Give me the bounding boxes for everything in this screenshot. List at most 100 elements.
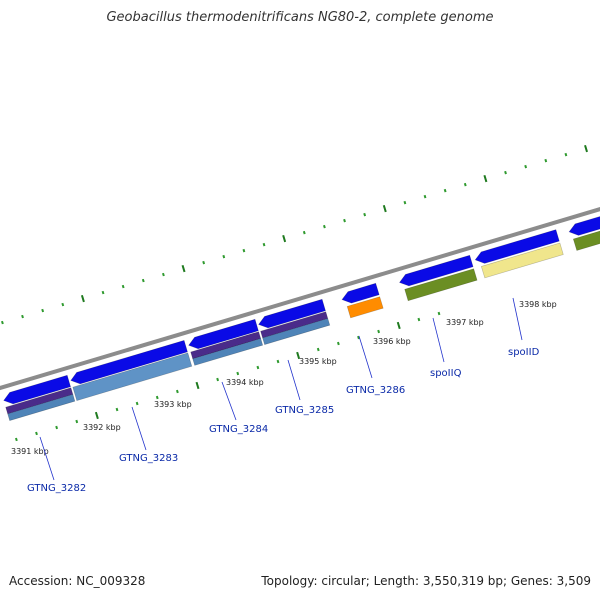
gene-cds-3284: [188, 318, 259, 350]
lower-tick-minor: [336, 341, 340, 346]
kbp-label: 3391 kbp: [11, 447, 49, 456]
upper-tick-minor: [343, 218, 346, 223]
upper-tick-minor: [162, 272, 165, 277]
lower-tick-minor: [276, 359, 280, 364]
lower-tick-minor: [14, 437, 18, 442]
upper-tick-minor: [242, 248, 246, 253]
kbp-label: 3395 kbp: [299, 357, 337, 366]
upper-tick-minor: [302, 230, 306, 235]
lower-tick-minor: [417, 317, 421, 322]
lower-tick-minor: [35, 431, 38, 436]
upper-tick-minor: [463, 182, 467, 187]
lower-tick-minor: [216, 377, 220, 382]
gene-label-leader: [358, 335, 373, 379]
gene-label: GTNG_3285: [275, 405, 334, 416]
upper-tick-minor: [101, 290, 105, 295]
upper-tick-minor: [403, 200, 407, 205]
gene-feature-next: [572, 230, 600, 251]
upper-tick-minor: [1, 320, 4, 325]
gene-label: GTNG_3283: [119, 453, 178, 464]
upper-tick-minor: [121, 284, 125, 289]
gene-feature-3282-b: [7, 394, 76, 421]
lower-tick-major: [94, 411, 99, 420]
upper-tick-minor: [363, 212, 367, 217]
gene-label: spoIIQ: [430, 368, 462, 379]
gene-label: GTNG_3286: [346, 385, 405, 396]
upper-tick-minor: [423, 194, 427, 199]
lower-tick-minor: [377, 329, 381, 334]
lower-tick-minor: [115, 407, 119, 412]
upper-tick-minor: [141, 278, 145, 283]
gene-feature-3286: [346, 296, 384, 319]
gene-label-leader: [512, 297, 523, 341]
scale-ticks: [1, 144, 588, 442]
upper-tick-minor: [544, 158, 548, 163]
upper-tick-minor: [564, 152, 568, 157]
kbp-label: 3394 kbp: [226, 378, 264, 387]
lower-tick-minor: [155, 395, 159, 400]
gene-cds-spoIID: [474, 229, 560, 264]
kbp-label: 3396 kbp: [373, 337, 411, 346]
gene-feature-spoIID: [480, 242, 564, 279]
upper-tick-minor: [323, 224, 326, 229]
lower-tick-major: [195, 381, 200, 390]
gene-cds-3286: [341, 282, 380, 304]
gene-feature-spoIIQ: [404, 268, 478, 302]
upper-tick-minor: [524, 164, 528, 169]
upper-tick-major: [382, 204, 387, 213]
upper-tick-major: [483, 174, 488, 183]
lower-tick-minor: [55, 425, 59, 430]
lower-tick-minor: [75, 419, 79, 424]
gene-cds-3283: [70, 340, 188, 385]
gene-label-leader: [39, 436, 55, 481]
gene-label: GTNG_3284: [209, 424, 268, 435]
genome-backbone: [0, 207, 600, 391]
upper-tick-minor: [443, 188, 447, 193]
gene-label: spoIID: [508, 347, 540, 358]
gene-label-leader: [287, 359, 301, 401]
gene-feature-3285-b: [262, 318, 331, 345]
lower-tick-minor: [437, 311, 441, 316]
gene-cds-3282: [3, 374, 71, 405]
kbp-label: 3392 kbp: [83, 423, 121, 432]
upper-tick-minor: [262, 242, 266, 247]
gene-features: [3, 216, 600, 421]
lower-tick-minor: [256, 365, 260, 370]
kbp-label: 3397 kbp: [446, 318, 484, 327]
gene-label-leader: [432, 317, 445, 363]
lower-tick-minor: [175, 389, 179, 394]
genome-title: Geobacillus thermodenitrificans NG80-2, …: [106, 10, 494, 25]
upper-tick-minor: [41, 308, 45, 313]
gene-name-labels: GTNG_3282 GTNG_3283 GTNG_3284 GTNG_3285 GTNG…: [27, 297, 540, 494]
gene-label-leader: [131, 406, 147, 451]
gene-feature-3283: [72, 352, 193, 401]
lower-tick-minor: [316, 347, 320, 352]
gene-cds-3285: [258, 298, 326, 329]
gene-feature-3284-b: [192, 338, 264, 366]
upper-tick-minor: [504, 170, 507, 175]
upper-tick-major: [282, 234, 287, 243]
upper-tick-major: [80, 294, 85, 303]
kbp-scale-labels: 3391 kbp 3392 kbp 3393 kbp 3394 kbp 3395 kbp…: [11, 300, 557, 456]
upper-tick-minor: [61, 302, 65, 307]
genome-summary: Topology: circular; Length: 3,550,319 bp…: [261, 574, 591, 588]
upper-tick-minor: [222, 254, 226, 259]
upper-tick-major: [584, 144, 588, 153]
gene-cds-next: [568, 216, 600, 236]
lower-tick-minor: [357, 335, 360, 340]
accession-label: Accession: NC_009328: [9, 574, 146, 588]
backbone-line: [0, 207, 600, 391]
gene-label-leader: [221, 381, 237, 421]
lower-tick-minor: [135, 401, 139, 406]
upper-tick-minor: [21, 314, 24, 319]
upper-tick-major: [181, 264, 186, 273]
lower-tick-major: [296, 351, 301, 360]
kbp-label: 3393 kbp: [154, 400, 192, 409]
gene-cds-spoIIQ: [399, 254, 474, 287]
upper-tick-minor: [202, 260, 206, 265]
lower-tick-minor: [236, 371, 240, 376]
lower-tick-major: [396, 321, 401, 330]
kbp-label: 3398 kbp: [519, 300, 557, 309]
gene-label: GTNG_3282: [27, 483, 86, 494]
